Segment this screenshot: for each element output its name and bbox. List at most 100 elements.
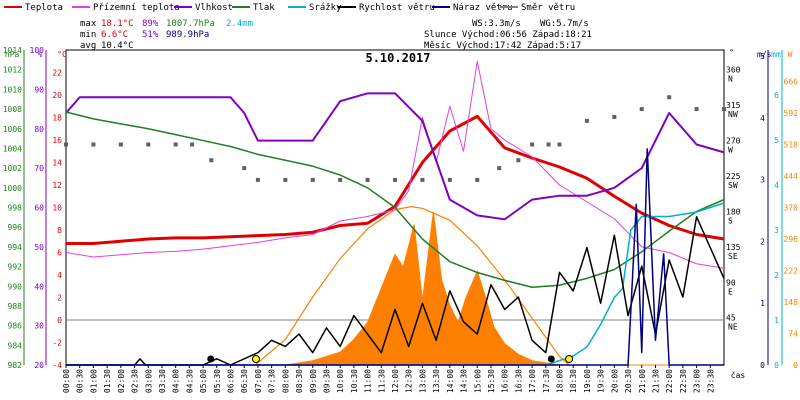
series-line-4 — [66, 202, 725, 366]
rain-tick: 5 — [774, 136, 779, 145]
wind-direction-point — [546, 142, 551, 147]
wind-tick: 2 — [760, 237, 765, 246]
temp-tick: 20 — [52, 91, 62, 100]
x-tick-label: 18:30 — [569, 369, 578, 393]
x-tick-label: 05:30 — [213, 369, 222, 393]
rain-tick: 6 — [774, 91, 779, 100]
press-tick: 994 — [8, 243, 23, 252]
wind-direction-point — [516, 158, 521, 163]
wind-direction-point — [393, 177, 397, 182]
x-tick-label: 21:30 — [651, 369, 660, 393]
stat-max-rain: 2.4mm — [226, 19, 253, 29]
series-line-3 — [65, 111, 725, 288]
press-tick: 1002 — [3, 164, 22, 173]
temp-tick: 8 — [57, 226, 62, 235]
series-line-0 — [66, 114, 725, 245]
x-tick-label: 00:00 — [62, 369, 71, 393]
temp-tick: 14 — [52, 159, 62, 168]
stats-panel: max 18.1°C 89% 1007.7hPa 2.4mm min 6.6°C 51% 989… — [80, 19, 592, 51]
x-tick-label: 14:00 — [446, 369, 455, 393]
x-tick-label: 04:30 — [185, 369, 194, 393]
press-tick: 992 — [8, 263, 23, 272]
wind-tick: 0 — [760, 361, 765, 370]
dir-tick-label: N — [728, 75, 733, 84]
x-tick-label: 10:30 — [350, 369, 359, 393]
dir-tick-label: NW — [728, 110, 738, 119]
x-tick-label: 03:30 — [158, 369, 167, 393]
x-tick-label: 19:30 — [597, 369, 606, 393]
rain-tick: 2 — [774, 271, 779, 280]
temp-tick: 4 — [57, 271, 62, 280]
stat-label: min — [80, 30, 96, 40]
press-tick: 1004 — [3, 144, 22, 153]
wind-direction-point — [242, 166, 247, 171]
press-tick: 988 — [8, 302, 23, 311]
stat-min-hum: 51% — [142, 30, 159, 40]
x-axis-ticks: 00:00 00:30 01:00 01:30 02:00 02:30 03:00 03:30… — [62, 365, 745, 393]
dir-tick: 135 — [726, 243, 741, 252]
x-tick-label: 02:00 — [117, 369, 126, 393]
temp-tick: 16 — [52, 136, 62, 145]
hum-tick: 90 — [34, 85, 44, 94]
press-tick: 1006 — [3, 125, 22, 134]
wind-direction-point — [209, 158, 214, 163]
solar-radiation-area — [66, 206, 724, 366]
wind-direction-point — [190, 142, 195, 147]
hum-tick: 40 — [34, 282, 44, 291]
press-tick: 998 — [8, 204, 23, 213]
legend-label: Vlhkost — [195, 3, 233, 13]
wind-direction-point — [557, 142, 562, 147]
dir-tick: 360 — [726, 66, 741, 75]
x-tick-label: 00:30 — [76, 369, 85, 393]
wind-tick: 3 — [760, 176, 765, 185]
x-tick-label: 07:30 — [268, 369, 277, 393]
series-lines — [65, 60, 725, 366]
wind-direction-point — [173, 142, 178, 147]
wind-direction-point — [694, 107, 699, 112]
temp-tick: -4 — [52, 361, 62, 370]
solar-radiation-fill — [66, 211, 724, 366]
sunset-marker — [565, 355, 574, 363]
rain-tick: 0 — [774, 361, 779, 370]
dir-tick: 225 — [726, 172, 741, 181]
temp-tick: 6 — [57, 249, 62, 258]
wind-direction-point — [338, 177, 343, 182]
solar-tick: 518 — [784, 141, 799, 150]
legend-label: Přízemní teplota — [93, 3, 180, 13]
hum-tick: 80 — [34, 125, 44, 134]
x-tick-label: 07:00 — [254, 369, 263, 393]
press-tick: 1008 — [3, 105, 22, 114]
x-tick-label: 19:00 — [583, 369, 592, 393]
wind-direction-point — [146, 142, 151, 147]
x-tick-label: 06:30 — [240, 369, 249, 393]
dir-tick-label: NE — [728, 323, 738, 332]
solar-tick: 222 — [784, 267, 799, 276]
solar-tick: 296 — [784, 235, 799, 244]
hum-axis-unit: % — [38, 50, 43, 59]
wind-direction-point — [283, 177, 288, 182]
stat-label: max — [80, 19, 97, 29]
x-tick-label: 15:00 — [473, 369, 482, 393]
solar-tick: 74 — [788, 330, 798, 339]
x-tick-label: 12:30 — [405, 369, 414, 393]
press-axis-unit: hPa — [5, 50, 20, 59]
x-tick-label: 18:00 — [556, 369, 565, 393]
press-tick: 1010 — [3, 85, 22, 94]
x-tick-label: 13:30 — [432, 369, 441, 393]
solar-tick: 0 — [793, 361, 798, 370]
x-tick-label: 22:30 — [679, 369, 688, 393]
press-tick: 986 — [8, 322, 23, 331]
press-tick: 1014 — [3, 46, 22, 55]
stat-max-press: 1007.7hPa — [166, 19, 215, 29]
x-tick-label: 16:30 — [514, 369, 523, 393]
dir-axis-unit: ° — [729, 48, 734, 57]
wind-direction-point — [639, 107, 644, 112]
hum-tick: 70 — [34, 164, 44, 173]
wind-direction-point — [497, 166, 502, 171]
x-tick-label: 14:30 — [460, 369, 469, 393]
x-tick-label: 11:30 — [377, 369, 386, 393]
dir-tick-label: E — [728, 287, 733, 296]
hum-tick: 100 — [30, 46, 45, 55]
x-tick-label: 17:30 — [542, 369, 551, 393]
